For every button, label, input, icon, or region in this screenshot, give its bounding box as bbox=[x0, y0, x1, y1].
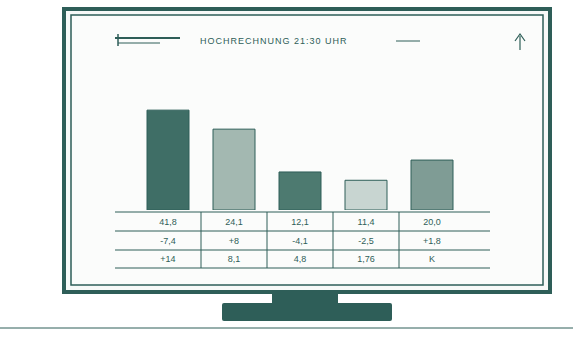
svg-text:HOCHRECHNUNG 21:30 UHR: HOCHRECHNUNG 21:30 UHR bbox=[200, 36, 348, 46]
svg-text:20,0: 20,0 bbox=[423, 217, 441, 227]
svg-text:-2,5: -2,5 bbox=[358, 236, 374, 246]
svg-text:1,76: 1,76 bbox=[357, 254, 375, 264]
svg-text:11,4: 11,4 bbox=[358, 217, 375, 227]
svg-text:8,1: 8,1 bbox=[228, 254, 241, 264]
svg-text:41,8: 41,8 bbox=[159, 217, 177, 227]
svg-text:24,1: 24,1 bbox=[225, 217, 243, 227]
svg-text:-4,1: -4,1 bbox=[292, 236, 308, 246]
svg-text:12,1: 12,1 bbox=[291, 217, 309, 227]
svg-text:-7,4: -7,4 bbox=[160, 236, 176, 246]
svg-text:+1,8: +1,8 bbox=[423, 236, 441, 246]
svg-text:+8: +8 bbox=[229, 236, 239, 246]
svg-text:+14: +14 bbox=[160, 254, 175, 264]
svg-text:4,8: 4,8 bbox=[294, 254, 307, 264]
svg-text:K: K bbox=[429, 254, 435, 264]
